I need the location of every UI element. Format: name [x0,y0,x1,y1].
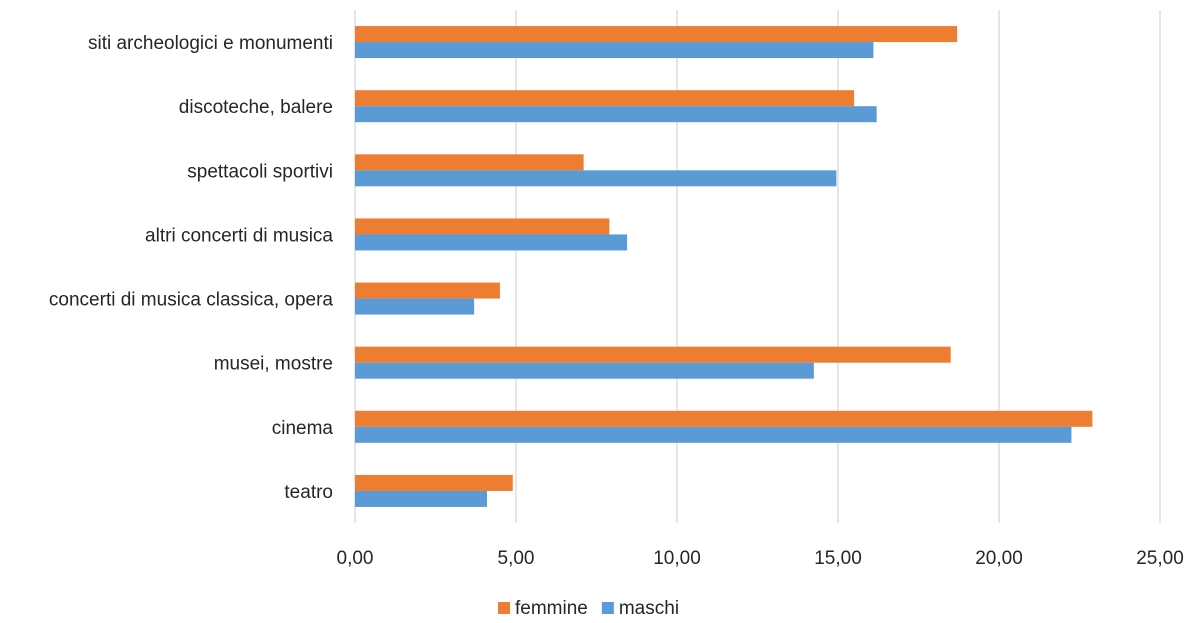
category-label: concerti di musica classica, opera [49,290,333,311]
category-label: siti archeologici e monumenti [88,33,333,54]
bar-maschi [355,170,837,187]
x-tick-label: 5,00 [498,548,535,569]
bar-femmine [355,410,1093,427]
bar-maschi [355,362,814,379]
bar-femmine [355,474,513,491]
category-label: teatro [284,482,333,503]
bar-femmine [355,346,951,363]
category-label: altri concerti di musica [145,225,333,246]
category-labels: siti archeologici e monumenti discoteche,… [49,33,334,503]
category-label: musei, mostre [214,354,333,375]
category-label: discoteche, balere [179,97,333,118]
category-label: cinema [272,418,334,439]
legend-label-maschi: maschi [619,598,679,618]
x-tick-labels: 0,00 5,00 10,00 15,00 20,00 25,00 [337,548,1184,569]
bar-femmine [355,154,584,171]
x-tick-label: 20,00 [975,548,1023,569]
legend-label-femmine: femmine [515,598,588,618]
legend-swatch-femmine [498,602,510,614]
bar-maschi [355,234,628,251]
bars [355,26,1093,507]
gridlines [354,10,1161,523]
bar-femmine [355,282,500,299]
x-tick-label: 15,00 [814,548,862,569]
x-tick-label: 25,00 [1136,548,1184,569]
bar-maschi [355,298,475,315]
bar-femmine [355,26,958,43]
bar-maschi [355,426,1072,443]
legend: femmine maschi [498,598,679,619]
x-tick-label: 0,00 [337,548,374,569]
bar-femmine [355,218,610,235]
category-label: spettacoli sportivi [187,161,333,182]
bar-maschi [355,490,488,507]
bar-maschi [355,106,877,123]
x-tick-label: 10,00 [653,548,701,569]
legend-swatch-maschi [601,602,614,614]
bar-maschi [355,42,874,59]
bar-femmine [355,90,855,107]
